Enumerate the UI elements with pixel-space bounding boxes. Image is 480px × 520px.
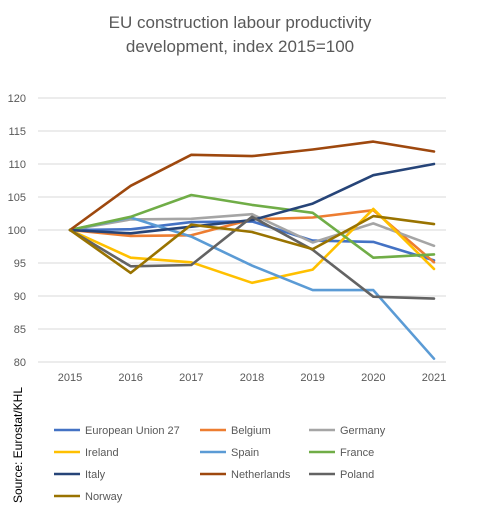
legend: European Union 27 Belgium Germany Ireland Sp…	[54, 425, 386, 503]
y-tick-label: 110	[8, 159, 26, 171]
x-tick-label: 2015	[58, 372, 82, 384]
x-tick-label: 2018	[240, 372, 264, 384]
legend-label-belgium: Belgium	[231, 425, 271, 437]
legend-label-germany: Germany	[340, 425, 386, 437]
y-tick-label: 120	[8, 93, 26, 105]
legend-label-spain: Spain	[231, 447, 259, 459]
legend-label-netherlands: Netherlands	[231, 469, 291, 481]
y-tick-label: 90	[14, 291, 26, 303]
y-tick-label: 105	[8, 192, 26, 204]
legend-label-norway: Norway	[85, 491, 123, 503]
x-tick-label: 2017	[179, 372, 203, 384]
chart-title: EU construction labour productivity deve…	[109, 13, 372, 56]
y-tick-label: 100	[8, 225, 26, 237]
legend-label-poland: Poland	[340, 469, 374, 481]
legend-label-ireland: Ireland	[85, 447, 119, 459]
x-tick-label: 2020	[361, 372, 385, 384]
series-lines	[68, 140, 436, 361]
x-tick-label: 2016	[118, 372, 142, 384]
chart-title-line-2: development, index 2015=100	[126, 37, 354, 56]
series-line-norway	[68, 214, 436, 275]
chart-title-line-1: EU construction labour productivity	[109, 13, 372, 32]
y-tick-label: 85	[14, 324, 26, 336]
series-line-netherlands	[68, 140, 436, 232]
series-line-ireland	[68, 207, 436, 285]
x-axis-tick-labels: 2015 2016 2017 2018 2019 2020 2021	[58, 372, 446, 384]
y-axis-tick-labels: 80 85 90 95 100 105 110 115 120	[8, 93, 26, 369]
y-tick-label: 80	[14, 357, 26, 369]
series-line-spain	[68, 216, 436, 361]
x-tick-label: 2019	[300, 372, 324, 384]
series-line-italy	[68, 162, 436, 235]
series-line-germany	[68, 212, 436, 248]
series-line-poland	[68, 215, 436, 300]
source-label: Source: Eurostat/KHL	[11, 387, 25, 503]
legend-label-italy: Italy	[85, 469, 106, 481]
legend-label-france: France	[340, 447, 374, 459]
y-tick-label: 115	[8, 126, 26, 138]
series-line-france	[68, 193, 436, 260]
legend-label-european-union-27: European Union 27	[85, 425, 180, 437]
x-tick-label: 2021	[422, 372, 446, 384]
y-tick-label: 95	[14, 258, 26, 270]
